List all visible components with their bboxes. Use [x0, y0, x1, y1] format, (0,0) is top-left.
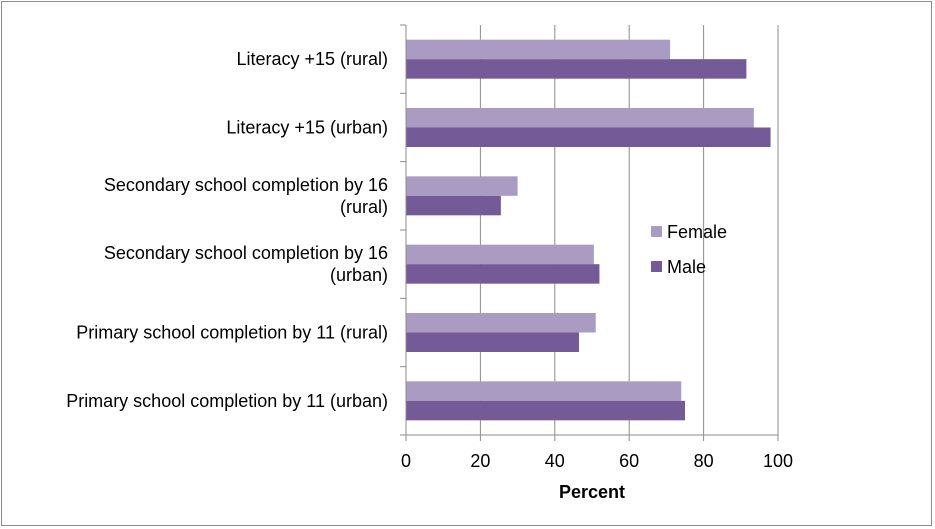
legend-label-male: Male [667, 257, 706, 277]
bar-male-4 [406, 332, 579, 352]
x-axis-title: Percent [559, 482, 625, 502]
x-tick-label-20: 20 [470, 451, 490, 471]
x-tick-label-40: 40 [545, 451, 565, 471]
x-tick-label-0: 0 [401, 451, 411, 471]
legend-swatch-male [651, 261, 662, 272]
bar-male-3 [406, 264, 600, 284]
category-label-1: Literacy +15 (urban) [226, 118, 388, 138]
bar-female-5 [406, 381, 682, 401]
legend-swatch-female [651, 226, 662, 237]
bar-male-5 [406, 400, 685, 421]
x-tick-label-80: 80 [694, 451, 714, 471]
bar-male-0 [406, 59, 747, 79]
bar-female-1 [406, 108, 754, 128]
legend-label-female: Female [667, 222, 727, 242]
bar-female-3 [406, 244, 594, 265]
bar-female-4 [406, 313, 596, 333]
category-label-5: Primary school completion by 11 (urban) [66, 391, 388, 411]
x-tick-label-100: 100 [763, 451, 793, 471]
bar-female-0 [406, 39, 671, 60]
category-label-0: Literacy +15 (rural) [236, 49, 388, 69]
x-tick-label-60: 60 [619, 451, 639, 471]
category-label-2: Secondary school completion by 16 (rural) [104, 175, 388, 217]
category-label-3: Secondary school completion by 16 (urban) [104, 243, 388, 285]
bar-male-2 [406, 195, 501, 216]
category-label-4: Primary school completion by 11 (rural) [76, 323, 388, 343]
bar-female-2 [406, 176, 518, 196]
bar-male-1 [406, 127, 771, 147]
